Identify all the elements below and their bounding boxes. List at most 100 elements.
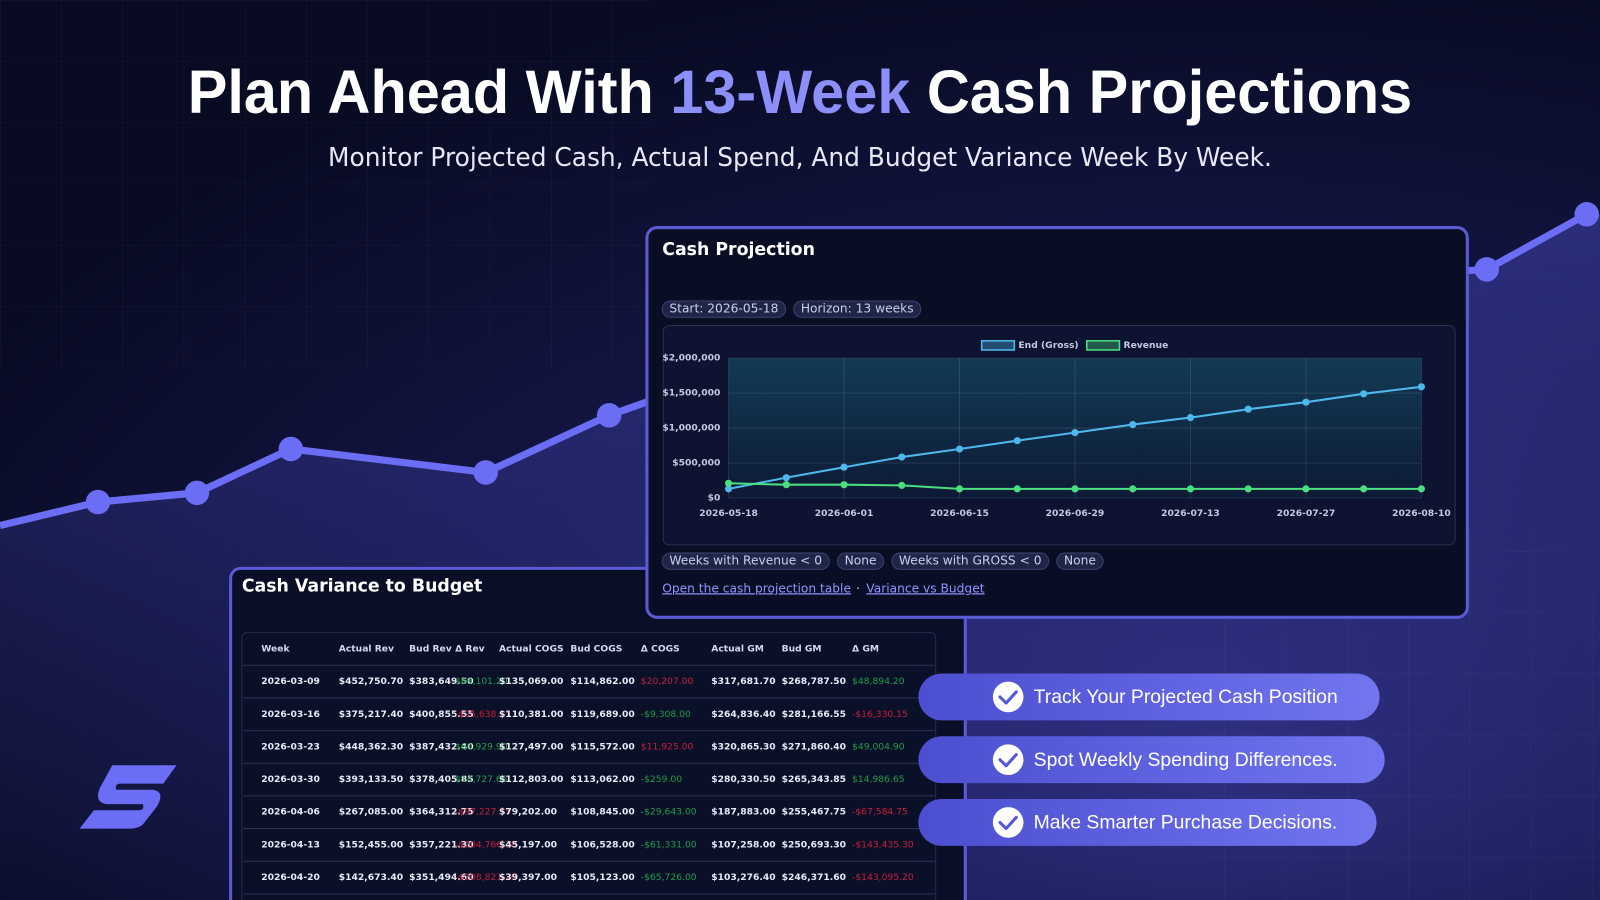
- badge: [661, 300, 787, 318]
- stat-badge: [1056, 552, 1104, 570]
- stat-badge: [891, 552, 1050, 570]
- stat-badge: [661, 552, 830, 570]
- headline-highlight: 13-Week: [670, 58, 911, 126]
- table-cell: $452,750.70: [339, 676, 403, 687]
- table-cell: -$259.00: [641, 774, 682, 785]
- table-cell: $60,929.90: [455, 741, 508, 752]
- table-cell: -$67,584.75: [852, 807, 908, 818]
- y-tick-label: $2,000,000: [662, 353, 720, 364]
- table-cell: $142,673.40: [339, 872, 403, 883]
- data-point: [1186, 414, 1195, 422]
- x-tick-label: 2026-06-15: [930, 508, 989, 519]
- link[interactable]: Open the cash projection table: [662, 581, 851, 595]
- y-tick-label: $1,500,000: [662, 388, 720, 399]
- table-cell: 2026-03-16: [261, 709, 320, 720]
- column-header: Actual Rev: [339, 643, 394, 654]
- data-point: [1129, 420, 1137, 429]
- data-point: [955, 485, 964, 493]
- table-cell: -$16,330.15: [852, 709, 908, 720]
- column-header: Bud Rev: [409, 643, 452, 654]
- table-cell: $357,221.30: [409, 839, 473, 850]
- table-cell: $448,362.30: [339, 741, 403, 752]
- data-point: [1013, 485, 1021, 493]
- column-header: Actual COGS: [499, 643, 564, 654]
- table-cell: $119,689.00: [570, 709, 634, 720]
- badge: [793, 300, 922, 318]
- chart: $0 $500,000 $1,000,000 $1,500,000 $2,000,000…: [662, 340, 1450, 519]
- data-point: [1360, 390, 1368, 398]
- table-cell: $49,004.90: [852, 741, 905, 752]
- data-point: [898, 453, 906, 461]
- link[interactable]: Variance vs Budget: [866, 581, 984, 595]
- table-cell: $14,986.65: [852, 774, 905, 785]
- table-cell: $250,693.30: [782, 839, 846, 850]
- table-cell: 2026-04-20: [261, 872, 320, 883]
- x-tick-label: 2026-07-13: [1161, 508, 1220, 519]
- table-cell: $265,343.85: [782, 774, 846, 785]
- subtitle: Monitor Projected Cash, Actual Spend, An…: [328, 143, 1272, 173]
- x-tick-label: 2026-06-29: [1046, 508, 1105, 519]
- table-cell: $113,062.00: [570, 774, 634, 785]
- card-title: Cash Projection: [662, 240, 815, 260]
- table-cell: $69,101.20: [455, 676, 508, 687]
- data-point: [1244, 485, 1252, 493]
- stats: Weeks with Revenue < 0 None Weeks with GRO…: [661, 552, 1104, 570]
- table-cell: -$208,821.20: [455, 872, 517, 883]
- table-cell: $280,330.50: [711, 774, 775, 785]
- table-cell: $320,865.30: [711, 741, 775, 752]
- feature-text: Make Smarter Purchase Decisions.: [1034, 812, 1338, 834]
- data-point: [955, 445, 964, 453]
- table-cell: 2026-03-30: [261, 774, 320, 785]
- headline: Plan Ahead With 13-Week Cash Projections: [188, 58, 1412, 126]
- data-point: [1417, 383, 1425, 391]
- table-cell: -$204,766.30: [455, 839, 517, 850]
- data-point: [724, 485, 733, 493]
- table-cell: $317,681.70: [711, 676, 775, 687]
- table-cell: $351,494.60: [409, 872, 473, 883]
- column-header: Bud COGS: [570, 643, 622, 654]
- data-point: [782, 474, 790, 482]
- stat-badge-label: None: [845, 554, 877, 568]
- table-cell: $112,803.00: [499, 774, 563, 785]
- badge-label: Horizon: 13 weeks: [801, 302, 914, 316]
- check-icon: [992, 807, 1024, 838]
- column-header: Week: [261, 643, 290, 654]
- table-cell: $105,123.00: [570, 872, 634, 883]
- legend-label: Revenue: [1124, 340, 1169, 351]
- data-point: [724, 479, 733, 487]
- table-cell: $152,455.00: [339, 839, 403, 850]
- grid-pattern: [0, 0, 654, 368]
- table-cell: 2026-04-06: [261, 807, 320, 818]
- check-icon: [992, 681, 1024, 713]
- legend-swatch: [1086, 340, 1121, 351]
- y-tick-label: $0: [708, 492, 721, 503]
- data-point: [1417, 485, 1425, 493]
- table-cell: -$97,227.75: [455, 807, 511, 818]
- data-point: [1360, 485, 1368, 493]
- table-cell: $187,883.00: [711, 807, 775, 818]
- decor-dots: [85, 202, 1599, 515]
- table-cell: $20,207.00: [641, 676, 694, 687]
- table: Week Actual Rev Bud Rev Δ Rev Actual COGS Bud…: [242, 643, 935, 895]
- column-header: Actual GM: [711, 643, 764, 654]
- x-tick-label: 2026-06-01: [815, 508, 874, 519]
- table-cell: $255,467.75: [782, 807, 846, 818]
- table-cell: $281,166.55: [782, 709, 846, 720]
- feature-pill: [918, 673, 1380, 721]
- table-cell: $11,925.00: [641, 741, 694, 752]
- headline-part: Cash Projections: [927, 58, 1412, 126]
- data-point: [1129, 485, 1137, 493]
- badges: Start: 2026-05-18 Horizon: 13 weeks: [661, 300, 922, 318]
- x-tick-label: 2026-08-10: [1392, 508, 1451, 519]
- x-tick-label: 2026-07-27: [1277, 508, 1336, 519]
- data-point: [1244, 405, 1252, 413]
- stat-badge: [836, 552, 885, 570]
- feature-text: Spot Weekly Spending Differences.: [1034, 749, 1338, 771]
- badge-label: Start: 2026-05-18: [669, 302, 778, 316]
- data-point: [898, 481, 906, 489]
- table-cell: $110,381.00: [499, 709, 563, 720]
- table-cell: 2026-04-13: [261, 839, 320, 850]
- table-cell: $127,497.00: [499, 741, 563, 752]
- table-cell: $107,258.00: [711, 839, 775, 850]
